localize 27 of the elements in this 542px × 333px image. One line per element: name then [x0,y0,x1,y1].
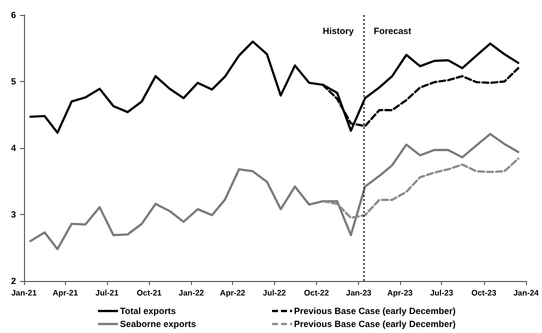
legend-label: Total exports [120,306,176,316]
y-tick-label: 6 [10,10,16,20]
line-series [29,132,520,250]
x-tick-label: Oct-21 [136,288,162,298]
y-tick-label: 5 [10,76,16,86]
x-tick-label: Jul-21 [95,288,120,298]
x-tick-label: Jan-22 [178,288,205,298]
x-tick-label: Apr-23 [387,288,414,298]
y-tick-label: 4 [10,143,16,153]
legend-label: Previous Base Case (early December) [294,306,456,316]
x-tick-label: Jul-23 [430,288,454,298]
line-series [29,40,520,134]
legend-label: Previous Base Case (early December) [294,319,456,329]
legend-label: Seaborne exports [120,319,196,329]
x-tick-label: Jan-21 [11,288,38,298]
x-tick-label: Jan-23 [346,288,372,298]
y-tick-label: 3 [10,210,16,220]
line-series [322,158,520,219]
annotation: Forecast [374,26,412,36]
x-tick-label: Oct-23 [471,288,497,298]
x-tick-label: Oct-22 [304,288,330,298]
annotation: History [322,26,354,36]
x-tick-label: Apr-21 [52,288,78,298]
y-tick-label: 2 [10,276,16,286]
x-tick-label: Jul-22 [262,288,286,298]
x-tick-label: Apr-22 [220,288,246,298]
x-tick-label: Jan-24 [513,288,540,298]
